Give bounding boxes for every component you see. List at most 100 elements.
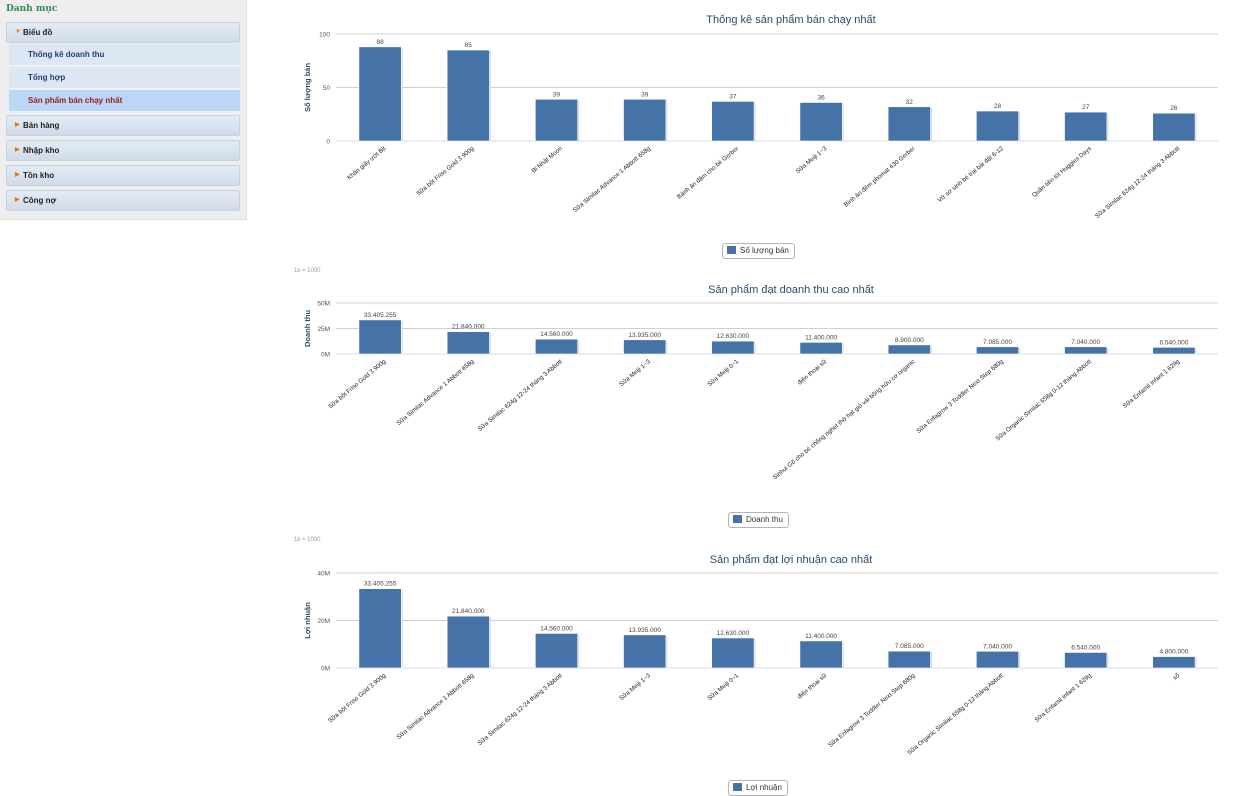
y-tick-label: 40M — [317, 571, 330, 578]
x-tick-label: Sữa Meiji 0~1 — [706, 672, 740, 702]
legend-label: Doanh thu — [746, 515, 783, 524]
sidebar-item-best-sellers[interactable]: Sản phẩm bán chạy nhất — [9, 90, 240, 112]
data-label: 28 — [994, 103, 1002, 110]
bar — [535, 338, 578, 355]
data-label: 85 — [465, 42, 473, 49]
bar — [623, 634, 667, 669]
data-label: 88 — [376, 39, 384, 46]
x-tick-label: Sữa Organic Similac 658g 0-12 tháng Abbo… — [994, 358, 1093, 442]
data-label: 37 — [729, 93, 737, 100]
data-label: 27 — [1082, 104, 1090, 111]
x-tick-label: Sữa Enfamil Infant 1 629g — [1033, 672, 1093, 724]
sidebar-group-inventory[interactable]: ▶ Tồn kho — [6, 165, 240, 186]
data-label: 14.560.000 — [540, 625, 573, 632]
unit-note: 1k = 1000 — [294, 268, 321, 274]
bar — [887, 106, 931, 142]
bar — [887, 650, 931, 669]
bar — [799, 342, 843, 355]
bar — [358, 46, 402, 142]
y-tick-label: 50M — [317, 301, 330, 308]
y-tick-label: 100 — [319, 32, 330, 39]
x-tick-label: Bánh ăn dặm cho bé Gerber — [676, 145, 740, 201]
x-tick-label: Sữa Similac Advance 1 Abbott 658g — [572, 145, 653, 214]
x-tick-label: Sữa bột Friso Gold 3 900g — [327, 358, 388, 411]
y-axis-label: Doanh thu — [303, 310, 312, 347]
data-label: 7.085.000 — [983, 339, 1012, 346]
x-tick-label: Bỉ Nhật Moon — [531, 145, 565, 175]
data-label: 6.540.000 — [1159, 339, 1188, 346]
sidebar-title: Danh mục — [6, 4, 58, 14]
data-label: 4.800.000 — [1159, 649, 1188, 656]
legend-swatch — [727, 245, 736, 254]
data-label: 33.405.255 — [364, 312, 397, 319]
data-label: 11.400.000 — [805, 334, 837, 341]
bar — [976, 110, 1019, 142]
legend-label: Lợi nhuận — [746, 783, 782, 792]
bar — [976, 650, 1019, 669]
sidebar-group-label: Tồn kho — [23, 171, 55, 180]
data-label: 39 — [641, 91, 649, 98]
caret-right-icon: ▶ — [15, 197, 20, 203]
y-axis-label: Lợi nhuận — [303, 602, 312, 639]
x-tick-label: Quần tiện lót Huggies Days — [1031, 145, 1093, 199]
bar — [1152, 347, 1196, 355]
data-label: 39 — [553, 91, 561, 98]
data-label: 7.040.000 — [983, 643, 1012, 650]
legend-quantity[interactable]: Số lượng bán — [722, 243, 795, 259]
unit-note: 1k = 1000 — [294, 537, 321, 543]
y-axis-label: Số lượng bán — [303, 63, 312, 113]
x-tick-label: xổ — [1172, 672, 1182, 682]
bar — [799, 640, 843, 669]
chart-title: Sản phẩm đạt doanh thu cao nhất — [708, 284, 874, 296]
data-label: 21.840.000 — [452, 608, 485, 615]
chart-best-sellers: Thống kê sản phẩm bán chạy nhất Số lượng … — [303, 14, 1218, 220]
x-tick-label: Sữa Similac 624g 12-24 tháng 3 Abbott — [477, 672, 564, 747]
x-tick-label: Sữa bột Friso Gold 3 900g — [415, 145, 476, 198]
chart-top-profit: Sản phẩm đạt lợi nhuận cao nhất Lợi nhuận… — [303, 554, 1218, 756]
sidebar-group-label: Công nợ — [23, 196, 57, 205]
x-tick-label: Sữa Similac Advance 1 Abbott 658g — [395, 358, 476, 427]
data-label: 11.400.000 — [805, 633, 837, 640]
sidebar-item-revenue-stats[interactable]: Thống kê doanh thu — [9, 44, 240, 66]
x-tick-label: điện thoại sữ — [796, 358, 828, 386]
sidebar-item-summary[interactable]: Tổng hợp — [9, 67, 240, 89]
sidebar-group-charts[interactable]: ▼ Biểu đồ — [6, 22, 240, 43]
x-tick-label: Sữa Similac Advance 1 Abbott 658g — [395, 672, 476, 741]
data-label: 26 — [1170, 105, 1178, 112]
data-label: 6.540.000 — [1071, 644, 1100, 651]
y-tick-label: 50 — [323, 85, 331, 92]
caret-right-icon: ▶ — [15, 172, 20, 178]
sidebar-group-sales[interactable]: ▶ Bán hàng — [6, 115, 240, 136]
bar — [535, 633, 578, 669]
sidebar-group-import[interactable]: ▶ Nhập kho — [6, 140, 240, 161]
legend-revenue[interactable]: Doanh thu — [728, 512, 789, 528]
bar — [623, 98, 667, 142]
x-tick-label: Sữa Similac 624g 12-24 tháng 3 Abbott — [477, 358, 564, 433]
data-label: 21.840.000 — [452, 324, 485, 331]
caret-right-icon: ▶ — [15, 122, 20, 128]
bar — [711, 340, 755, 355]
bar — [1064, 652, 1108, 669]
data-label: 32 — [906, 99, 914, 106]
y-tick-label: 0M — [321, 352, 330, 359]
x-tick-label: Sữa Enfagrow 3 Toddler Next Step 680g — [915, 358, 1005, 435]
x-tick-label: Sữa Enfamil Infant 1 629g — [1122, 358, 1182, 410]
x-tick-label: điện thoại sữ — [796, 672, 828, 700]
sidebar-group-label: Bán hàng — [23, 121, 60, 130]
bar — [711, 637, 755, 669]
data-label: 13.935.000 — [628, 332, 661, 339]
legend-swatch — [733, 514, 742, 523]
sidebar-group-debt[interactable]: ▶ Công nợ — [6, 190, 240, 211]
bar — [358, 588, 402, 669]
x-tick-label: Sữa Similac 624g 12-24 tháng 3 Abbott — [1094, 145, 1181, 220]
chart-title: Thống kê sản phẩm bán chạy nhất — [706, 14, 875, 26]
data-label: 13.935.000 — [628, 627, 661, 634]
bar — [1064, 111, 1108, 142]
x-tick-label: Bình ăn đêm phomat 430 Gerber — [843, 145, 917, 209]
y-tick-label: 0M — [321, 666, 330, 673]
data-label: 14.560.000 — [540, 331, 573, 338]
legend-label: Số lượng bán — [740, 246, 789, 255]
bar — [446, 331, 490, 355]
x-tick-label: Sữa Organic Similac 658g 0-12 tháng Abbo… — [906, 672, 1005, 756]
y-tick-label: 25M — [317, 326, 330, 333]
